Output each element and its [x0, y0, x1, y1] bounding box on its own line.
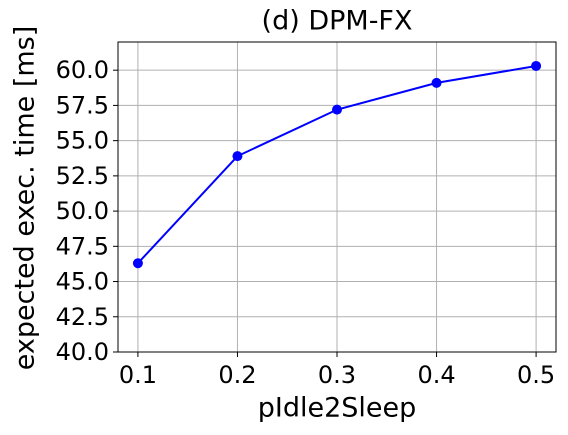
x-axis-label: pIdle2Sleep [258, 393, 417, 424]
data-point [232, 151, 243, 162]
y-tick-label: 57.5 [56, 91, 109, 119]
y-tick-label: 60.0 [56, 56, 109, 84]
y-axis-label: expected exec. time [ms] [10, 26, 41, 371]
y-tick-label: 40.0 [56, 338, 109, 366]
y-tick-label: 55.0 [56, 127, 109, 155]
x-tick-label: 0.5 [517, 361, 555, 389]
data-point [132, 258, 143, 269]
x-tick-label: 0.4 [417, 361, 455, 389]
plot-frame [117, 41, 557, 353]
data-point [332, 104, 342, 115]
data-point [431, 77, 442, 88]
x-tick-label: 0.3 [318, 361, 356, 389]
y-tick-label: 50.0 [56, 197, 109, 225]
y-tick-label: 47.5 [56, 232, 109, 260]
y-tick-label: 52.5 [56, 162, 109, 190]
x-tick-label: 0.2 [218, 361, 256, 389]
data-point [531, 60, 542, 71]
y-tick-label: 42.5 [56, 303, 109, 331]
y-tick-label: 45.0 [56, 268, 109, 296]
chart-title: (d) DPM-FX [262, 6, 413, 37]
x-tick-label: 0.1 [119, 361, 157, 389]
